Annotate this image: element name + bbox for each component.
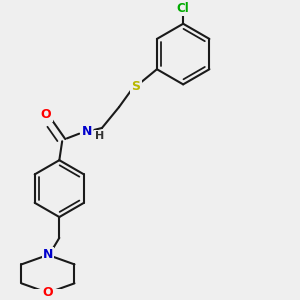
Text: Cl: Cl [177,2,190,15]
Text: O: O [41,108,51,121]
Text: H: H [95,131,105,142]
Text: O: O [43,286,53,299]
Text: N: N [82,125,92,138]
Text: N: N [43,248,53,261]
Text: S: S [132,80,141,93]
